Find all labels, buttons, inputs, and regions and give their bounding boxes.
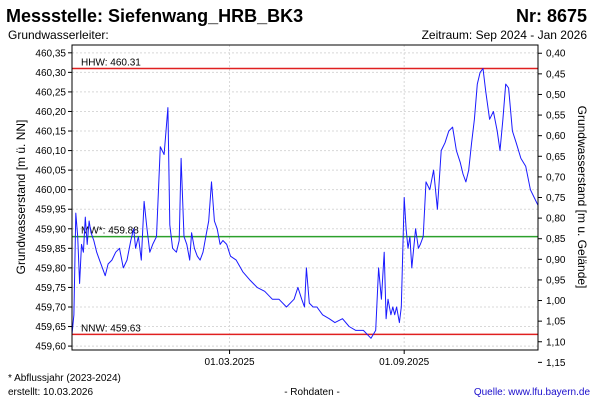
y-tick-label: 460,15 bbox=[35, 127, 66, 138]
y-tick-label: 460,25 bbox=[35, 87, 66, 98]
x-tick-label: 01.09.2025 bbox=[379, 357, 429, 368]
period-label: Zeitraum: Sep 2024 - Jan 2026 bbox=[422, 28, 588, 42]
y-right-tick-label: 0,55 bbox=[546, 111, 566, 122]
y-tick-label: 459,70 bbox=[35, 302, 66, 313]
y-right-tick-label: 0,45 bbox=[546, 69, 566, 80]
x-tick-label: 01.03.2025 bbox=[205, 357, 255, 368]
y-tick-label: 459,65 bbox=[35, 322, 66, 333]
aquifer-label: Grundwasserleiter: bbox=[8, 28, 109, 42]
y-tick-label: 460,35 bbox=[35, 48, 66, 59]
footer-created: erstellt: 10.03.2026 bbox=[8, 387, 93, 398]
y-tick-label: 459,80 bbox=[35, 263, 66, 274]
y-right-tick-label: 0,60 bbox=[546, 131, 566, 142]
y-right-tick-label: 0,65 bbox=[546, 152, 566, 163]
series-layer bbox=[71, 68, 539, 339]
nnw-label: NNW: 459.63 bbox=[81, 323, 141, 334]
hhw-label: HHW: 460.31 bbox=[81, 57, 141, 68]
station-number: Nr: 8675 bbox=[516, 6, 587, 26]
footer-rawdata: - Rohdaten - bbox=[284, 387, 340, 398]
y-tick-label: 459,95 bbox=[35, 205, 66, 216]
y-right-tick-label: 0,80 bbox=[546, 214, 566, 225]
y-tick-label: 460,10 bbox=[35, 146, 66, 157]
y-tick-label: 460,30 bbox=[35, 68, 66, 79]
y-right-tick-label: 1,05 bbox=[546, 317, 566, 328]
y-tick-label: 459,85 bbox=[35, 244, 66, 255]
y-tick-label: 459,75 bbox=[35, 283, 66, 294]
y-right-tick-label: 0,85 bbox=[546, 234, 566, 245]
y-tick-label: 459,90 bbox=[35, 224, 66, 235]
y-right-tick-label: 0,70 bbox=[546, 172, 566, 183]
y-right-tick-label: 1,10 bbox=[546, 337, 566, 348]
source-link[interactable]: Quelle: www.lfu.bayern.de bbox=[474, 387, 591, 398]
y-right-tick-label: 1,00 bbox=[546, 296, 566, 307]
series-line bbox=[71, 68, 539, 339]
y-right-tick-label: 0,50 bbox=[546, 90, 566, 101]
y-tick-label: 460,20 bbox=[35, 107, 66, 118]
footer-note: * Abflussjahr (2023-2024) bbox=[8, 373, 121, 384]
y-tick-label: 460,00 bbox=[35, 185, 66, 196]
reference-lines: HHW: 460.31 MW*: 459.88 NNW: 459.63 bbox=[72, 57, 538, 336]
right-axis: 0,40 0,45 0,50 0,55 0,60 0,65 0,70 0,75 0,80 0,85… bbox=[538, 49, 566, 369]
right-axis-title: Grundwasserstand [m u. Gelände] bbox=[575, 106, 589, 289]
x-axis: 01.03.2025 01.09.2025 bbox=[205, 350, 430, 368]
y-right-tick-label: 0,75 bbox=[546, 193, 566, 204]
left-axis: 460,35 460,30 460,25 460,20 460,15 460,10 460,… bbox=[35, 48, 72, 353]
y-right-tick-label: 0,40 bbox=[546, 49, 566, 60]
y-tick-label: 459,60 bbox=[35, 342, 66, 353]
y-right-tick-label: 1,15 bbox=[546, 358, 566, 369]
y-tick-label: 460,05 bbox=[35, 166, 66, 177]
left-axis-title: Grundwasserstand [m ü. NN] bbox=[14, 120, 28, 275]
mw-label: MW*: 459.88 bbox=[81, 226, 139, 237]
station-title: Messstelle: Siefenwang_HRB_BK3 bbox=[6, 6, 303, 26]
y-right-tick-label: 0,90 bbox=[546, 255, 566, 266]
y-right-tick-label: 0,95 bbox=[546, 275, 566, 286]
